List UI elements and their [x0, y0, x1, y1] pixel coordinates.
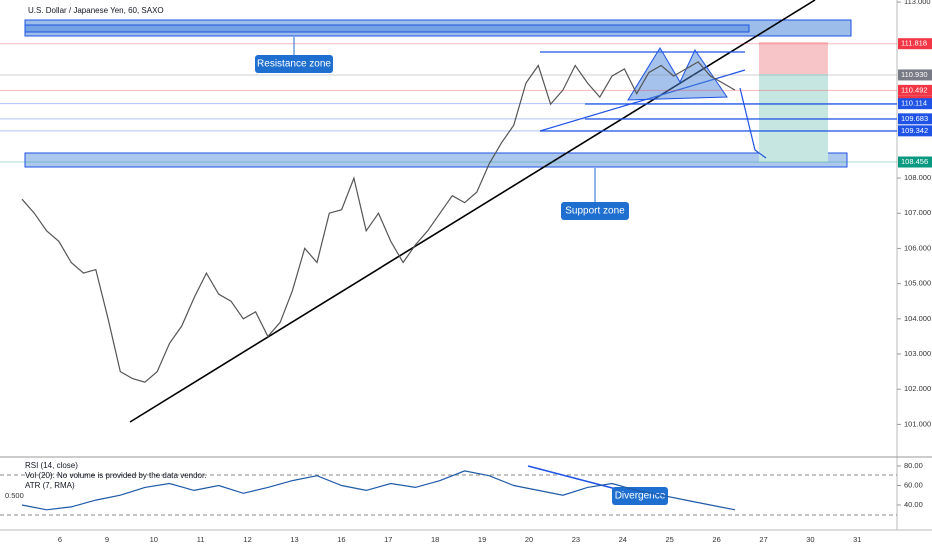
price-label-box	[898, 38, 932, 50]
price-label-box	[898, 84, 932, 96]
resistance-zone-inner	[24, 24, 750, 33]
price-label: 110.114	[901, 99, 927, 108]
price-line-series	[21, 61, 736, 383]
support-label: Support zone	[565, 206, 625, 217]
price-label: 109.683	[901, 114, 928, 123]
y-tick-label: 103.000	[904, 349, 931, 358]
x-tick-label: 26	[712, 535, 720, 544]
x-tick-label: 9	[105, 535, 109, 544]
x-tick-label: 13	[290, 535, 298, 544]
indicator: Vol (20): No volume is provided by the d…	[25, 471, 206, 480]
target-zone	[759, 74, 828, 162]
header: U.S. Dollar / Japanese Yen, 60, SAXO	[28, 6, 164, 15]
price-label: 110.492	[901, 85, 928, 94]
price-label: 110.930	[901, 70, 928, 79]
callout	[612, 487, 668, 505]
price-label-box	[898, 125, 932, 137]
x-tick-label: 11	[197, 535, 205, 544]
x-tick-label: 20	[525, 535, 533, 544]
x-tick-label: 30	[806, 535, 814, 544]
x-tick-label: 19	[478, 535, 486, 544]
y-tick-label: 105.000	[904, 279, 931, 288]
x-tick-label: 12	[243, 535, 251, 544]
y-tick-label: 102.000	[904, 384, 931, 393]
x-tick-label: 18	[431, 535, 439, 544]
stop-zone	[759, 42, 828, 74]
price-label: 109.342	[901, 126, 928, 135]
callout	[255, 55, 333, 73]
harmonic-pattern	[627, 47, 728, 101]
x-tick-label: 10	[150, 535, 158, 544]
y-tick-label: 40.00	[904, 500, 923, 509]
x-tick-label: 31	[853, 535, 861, 544]
y-tick-label: 101.000	[904, 419, 931, 428]
price-label-box	[898, 156, 932, 168]
price-label-box	[898, 98, 932, 110]
y-tick-label: 106.000	[904, 243, 931, 252]
y-tick-label: 60.00	[904, 480, 923, 489]
x-tick-label: 27	[759, 535, 767, 544]
atr-tick-label: 0.500	[5, 491, 24, 500]
price-line-series	[21, 470, 736, 511]
price-label-box	[898, 113, 932, 125]
x-tick-label: 16	[337, 535, 345, 544]
y-tick-label: 108.000	[904, 173, 931, 182]
price-label: 108.456	[901, 157, 928, 166]
resistance-label: Resistance zone	[257, 59, 331, 70]
y-tick-label: 107.000	[904, 208, 931, 217]
indicator: RSI (14, close)	[25, 461, 78, 470]
x-tick-label: 17	[384, 535, 392, 544]
callout	[561, 202, 629, 220]
support-zone	[24, 152, 848, 168]
x-tick-label: 6	[58, 535, 62, 544]
divergence-label: Divergence	[615, 491, 666, 502]
x-tick-label: 23	[572, 535, 580, 544]
y-tick-label: 113.000	[904, 0, 931, 6]
price-label-box	[898, 69, 932, 81]
price-label: 111.818	[901, 39, 927, 48]
x-tick-label: 25	[666, 535, 674, 544]
divergence-line	[527, 465, 621, 491]
y-tick-label: 80.00	[904, 461, 923, 470]
x-tick-label: 24	[619, 535, 627, 544]
y-tick-label: 104.000	[904, 314, 931, 323]
indicator: ATR (7, RMA)	[25, 481, 75, 490]
